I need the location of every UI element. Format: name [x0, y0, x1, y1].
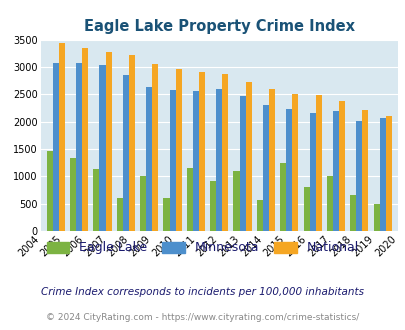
Bar [93, 169, 99, 231]
Bar [379, 118, 385, 231]
Bar [169, 90, 175, 231]
Bar [356, 121, 362, 231]
Bar [262, 105, 269, 231]
Bar [163, 198, 169, 231]
Bar [59, 44, 65, 231]
Bar [222, 74, 228, 231]
Bar [245, 82, 251, 231]
Bar [239, 96, 245, 231]
Bar [146, 87, 152, 231]
Bar [233, 171, 239, 231]
Bar [279, 163, 286, 231]
Bar [122, 75, 128, 231]
Text: Crime Index corresponds to incidents per 100,000 inhabitants: Crime Index corresponds to incidents per… [41, 287, 364, 297]
Bar [326, 176, 332, 231]
Bar [76, 63, 82, 231]
Title: Eagle Lake Property Crime Index: Eagle Lake Property Crime Index [83, 19, 354, 34]
Bar [286, 109, 292, 231]
Bar [303, 187, 309, 231]
Bar [192, 91, 198, 231]
Bar [385, 116, 391, 231]
Bar [128, 55, 134, 231]
Bar [152, 64, 158, 231]
Bar [140, 176, 146, 231]
Bar [350, 195, 356, 231]
Bar [82, 49, 88, 231]
Bar [362, 110, 368, 231]
Legend: Eagle Lake, Minnesota, National: Eagle Lake, Minnesota, National [42, 236, 363, 259]
Bar [256, 200, 262, 231]
Bar [186, 168, 192, 231]
Bar [216, 89, 222, 231]
Bar [117, 198, 122, 231]
Bar [198, 72, 205, 231]
Text: © 2024 CityRating.com - https://www.cityrating.com/crime-statistics/: © 2024 CityRating.com - https://www.city… [46, 313, 359, 322]
Bar [99, 65, 105, 231]
Bar [338, 101, 344, 231]
Bar [332, 111, 338, 231]
Bar [269, 89, 274, 231]
Bar [210, 181, 216, 231]
Bar [47, 150, 53, 231]
Bar [373, 204, 379, 231]
Bar [53, 63, 59, 231]
Bar [309, 114, 315, 231]
Bar [70, 158, 76, 231]
Bar [315, 95, 321, 231]
Bar [105, 52, 111, 231]
Bar [292, 94, 298, 231]
Bar [175, 69, 181, 231]
